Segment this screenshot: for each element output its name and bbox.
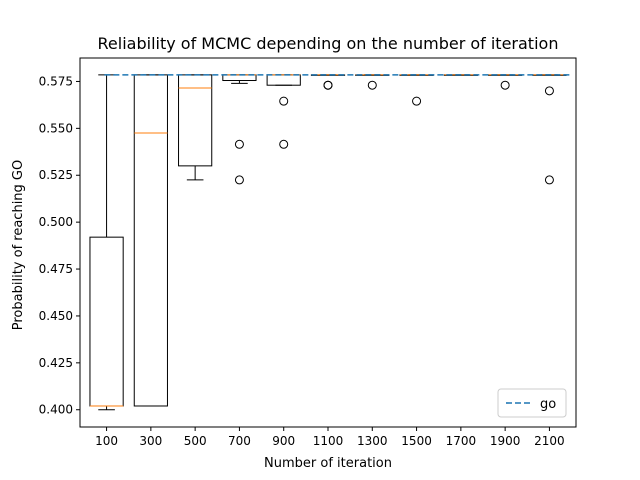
x-tick-label: 500 <box>184 434 207 448</box>
legend: go <box>497 388 567 418</box>
x-tick-label: 1900 <box>490 434 521 448</box>
y-axis-label: Probability of reaching GO <box>11 160 26 330</box>
y-tick-label: 0.550 <box>39 121 73 135</box>
x-tick-label: 300 <box>139 434 162 448</box>
box-100 <box>89 74 124 411</box>
x-tick-label: 900 <box>272 434 295 448</box>
y-tick-label: 0.500 <box>39 215 73 229</box>
x-tick-label: 700 <box>228 434 251 448</box>
y-tick-label: 0.575 <box>39 74 73 88</box>
x-axis-label: Number of iteration <box>264 456 392 471</box>
y-tick-label: 0.450 <box>39 309 73 323</box>
outlier-point <box>279 139 289 149</box>
outlier-point <box>367 80 377 90</box>
plot-area: 0.400 0.425 0.450 0.475 0.500 0.525 0.550 0.575… <box>39 57 577 448</box>
outlier-point <box>412 96 422 106</box>
outlier-point <box>279 96 289 106</box>
x-tick-label: 2100 <box>534 434 565 448</box>
x-tick-label: 1300 <box>357 434 388 448</box>
chart-title: Reliability of MCMC depending on the num… <box>98 34 559 53</box>
legend-label-go: go <box>540 397 556 412</box>
outlier-point <box>544 86 554 96</box>
x-tick-label: 1700 <box>446 434 477 448</box>
x-tick-label: 1100 <box>313 434 344 448</box>
axes-frame <box>79 57 577 428</box>
outlier-point <box>544 175 554 185</box>
legend-box <box>497 388 567 418</box>
outlier-point <box>234 139 244 149</box>
y-tick-label: 0.425 <box>39 356 73 370</box>
y-tick-label: 0.475 <box>39 262 73 276</box>
outlier-point <box>500 80 510 90</box>
outlier-point <box>234 175 244 185</box>
outlier-point <box>323 80 333 90</box>
y-tick-label: 0.400 <box>39 403 73 417</box>
x-tick-label: 1500 <box>401 434 432 448</box>
y-tick-label: 0.525 <box>39 168 73 182</box>
x-tick-label: 100 <box>95 434 118 448</box>
